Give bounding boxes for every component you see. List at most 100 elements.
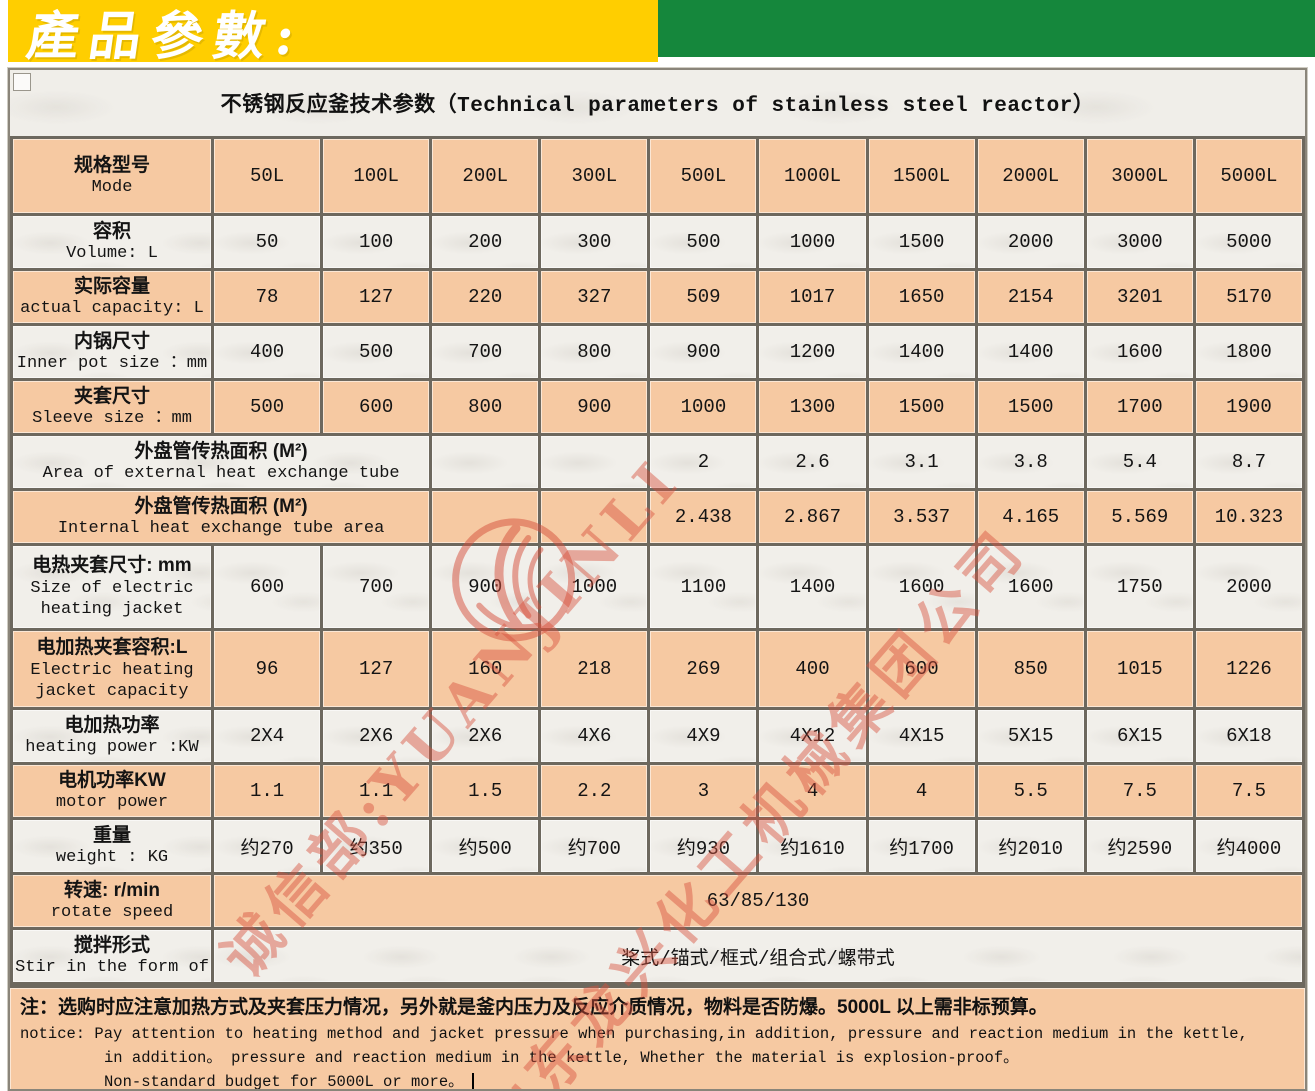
data-cell: 7.5 bbox=[1086, 765, 1193, 817]
data-cell: 127 bbox=[323, 631, 430, 707]
data-cell: 1700 bbox=[1086, 381, 1193, 433]
data-cell: 4X15 bbox=[869, 710, 975, 762]
data-cell: 1650 bbox=[868, 271, 975, 323]
data-cell: 900 bbox=[650, 326, 756, 378]
data-cell: 1600 bbox=[978, 546, 1084, 628]
data-cell: 400 bbox=[759, 631, 866, 707]
selection-marker bbox=[13, 73, 31, 91]
data-cell: 约930 bbox=[650, 820, 756, 872]
data-cell: 1400 bbox=[978, 326, 1084, 378]
column-header: 5000L bbox=[1195, 139, 1302, 213]
note-line: 注：选购时应注意加热方式及夹套压力情况，另外就是釜内压力及反应介质情况，物料是否… bbox=[20, 997, 1048, 1018]
data-cell: 1750 bbox=[1087, 546, 1193, 628]
row-label: 重量 weight : KG bbox=[13, 820, 211, 872]
data-cell: 1100 bbox=[650, 546, 756, 628]
data-cell: 269 bbox=[650, 631, 757, 707]
merged-value-cell: 63/85/130 bbox=[214, 875, 1302, 927]
column-header: 1500L bbox=[868, 139, 975, 213]
data-cell: 5.5 bbox=[977, 765, 1084, 817]
data-cell: 1900 bbox=[1195, 381, 1302, 433]
note-line: Non-standard budget for 5000L or more。 bbox=[20, 1070, 1297, 1089]
data-cell: 2154 bbox=[977, 271, 1084, 323]
data-cell: 5X15 bbox=[978, 710, 1084, 762]
row-label: 外盘管传热面积 (M²) Internal heat exchange tube … bbox=[13, 491, 430, 543]
data-cell: 509 bbox=[650, 271, 757, 323]
data-cell: 10.323 bbox=[1195, 491, 1302, 543]
data-cell: 2000 bbox=[1196, 546, 1302, 628]
data-cell: 200 bbox=[432, 216, 538, 268]
note-line: notice: Pay attention to heating method … bbox=[20, 1025, 1248, 1044]
data-cell: 1500 bbox=[868, 381, 975, 433]
merged-value-cell: 桨式/锚式/框式/组合式/螺带式 bbox=[214, 930, 1302, 982]
data-cell: 1600 bbox=[1087, 326, 1193, 378]
table-row: 规格型号 Mode 50L 100L 200L 300L 500L 1000L 1500L 200… bbox=[13, 139, 1302, 213]
data-cell: 600 bbox=[214, 546, 320, 628]
data-cell: 2X6 bbox=[432, 710, 538, 762]
data-cell bbox=[541, 436, 647, 488]
data-cell: 5.4 bbox=[1087, 436, 1193, 488]
top-banner: 產品參數: bbox=[0, 0, 1315, 67]
data-cell bbox=[432, 491, 539, 543]
data-cell: 1200 bbox=[759, 326, 865, 378]
data-cell: 1000 bbox=[759, 216, 865, 268]
data-cell: 2X6 bbox=[323, 710, 429, 762]
data-cell: 约350 bbox=[323, 820, 429, 872]
data-cell bbox=[432, 436, 538, 488]
data-cell: 约270 bbox=[214, 820, 320, 872]
row-label: 容积 Volume: L bbox=[13, 216, 211, 268]
row-label: 夹套尺寸 Sleeve size ：mm bbox=[13, 381, 211, 433]
data-cell: 2 bbox=[650, 436, 756, 488]
data-cell: 600 bbox=[868, 631, 975, 707]
data-cell: 约4000 bbox=[1196, 820, 1302, 872]
note-line: in addition。 pressure and reaction mediu… bbox=[104, 1049, 1019, 1068]
data-cell: 400 bbox=[214, 326, 320, 378]
table-row: 外盘管传热面积 (M²) Area of external heat exchan… bbox=[13, 436, 1302, 488]
data-cell: 约700 bbox=[541, 820, 647, 872]
data-cell: 500 bbox=[214, 381, 321, 433]
params-table: 规格型号 Mode 50L 100L 200L 300L 500L 1000L 1500L 200… bbox=[10, 136, 1305, 985]
data-cell: 218 bbox=[541, 631, 648, 707]
data-cell: 78 bbox=[214, 271, 321, 323]
data-cell: 2.6 bbox=[759, 436, 865, 488]
data-cell: 700 bbox=[432, 326, 538, 378]
row-label: 内锅尺寸 Inner pot size ：mm bbox=[13, 326, 211, 378]
data-cell: 1600 bbox=[869, 546, 975, 628]
data-cell: 1400 bbox=[869, 326, 975, 378]
data-cell: 500 bbox=[323, 326, 429, 378]
data-cell: 900 bbox=[432, 546, 538, 628]
data-cell: 1500 bbox=[869, 216, 975, 268]
data-cell: 4.165 bbox=[977, 491, 1084, 543]
data-cell: 6X18 bbox=[1196, 710, 1302, 762]
data-cell: 4 bbox=[759, 765, 866, 817]
data-cell: 1400 bbox=[759, 546, 865, 628]
row-label: 电机功率KW motor power bbox=[13, 765, 211, 817]
note-text: 注：选购时应注意加热方式及夹套压力情况，另外就是釜内压力及反应介质情况，物料是否… bbox=[20, 993, 1297, 1089]
row-label: 外盘管传热面积 (M²) Area of external heat exchan… bbox=[13, 436, 429, 488]
row-label: 搅拌形式 Stir in the form of bbox=[13, 930, 211, 982]
data-cell: 2.867 bbox=[759, 491, 866, 543]
params-table-body: 规格型号 Mode 50L 100L 200L 300L 500L 1000L 1500L 200… bbox=[13, 139, 1302, 982]
data-cell: 3201 bbox=[1086, 271, 1193, 323]
row-label: 电热夹套尺寸: mm Size of electric heating jacke… bbox=[13, 546, 211, 628]
data-cell: 2.2 bbox=[541, 765, 648, 817]
column-header: 3000L bbox=[1086, 139, 1193, 213]
data-cell: 3.8 bbox=[978, 436, 1084, 488]
data-cell: 约2010 bbox=[978, 820, 1084, 872]
row-label: 实际容量 actual capacity: L bbox=[13, 271, 211, 323]
data-cell: 850 bbox=[977, 631, 1084, 707]
table-row: 转速: r/min rotate speed 63/85/130 bbox=[13, 875, 1302, 927]
data-cell: 900 bbox=[541, 381, 648, 433]
data-cell: 6X15 bbox=[1087, 710, 1193, 762]
data-cell: 700 bbox=[323, 546, 429, 628]
sheet-title: 不锈钢反应釜技术参数（Technical parameters of stain… bbox=[220, 95, 1095, 118]
note-section: 注：选购时应注意加热方式及夹套压力情况，另外就是釜内压力及反应介质情况，物料是否… bbox=[10, 985, 1305, 1089]
data-cell: 1500 bbox=[977, 381, 1084, 433]
table-row: 电热夹套尺寸: mm Size of electric heating jacke… bbox=[13, 546, 1302, 628]
data-cell: 800 bbox=[541, 326, 647, 378]
data-cell: 4X12 bbox=[759, 710, 865, 762]
data-cell: 800 bbox=[432, 381, 539, 433]
data-cell: 8.7 bbox=[1196, 436, 1302, 488]
data-cell: 3.537 bbox=[868, 491, 975, 543]
data-cell: 1015 bbox=[1086, 631, 1193, 707]
table-row: 夹套尺寸 Sleeve size ：mm 500 600 800 900 1000 1300 1… bbox=[13, 381, 1302, 433]
